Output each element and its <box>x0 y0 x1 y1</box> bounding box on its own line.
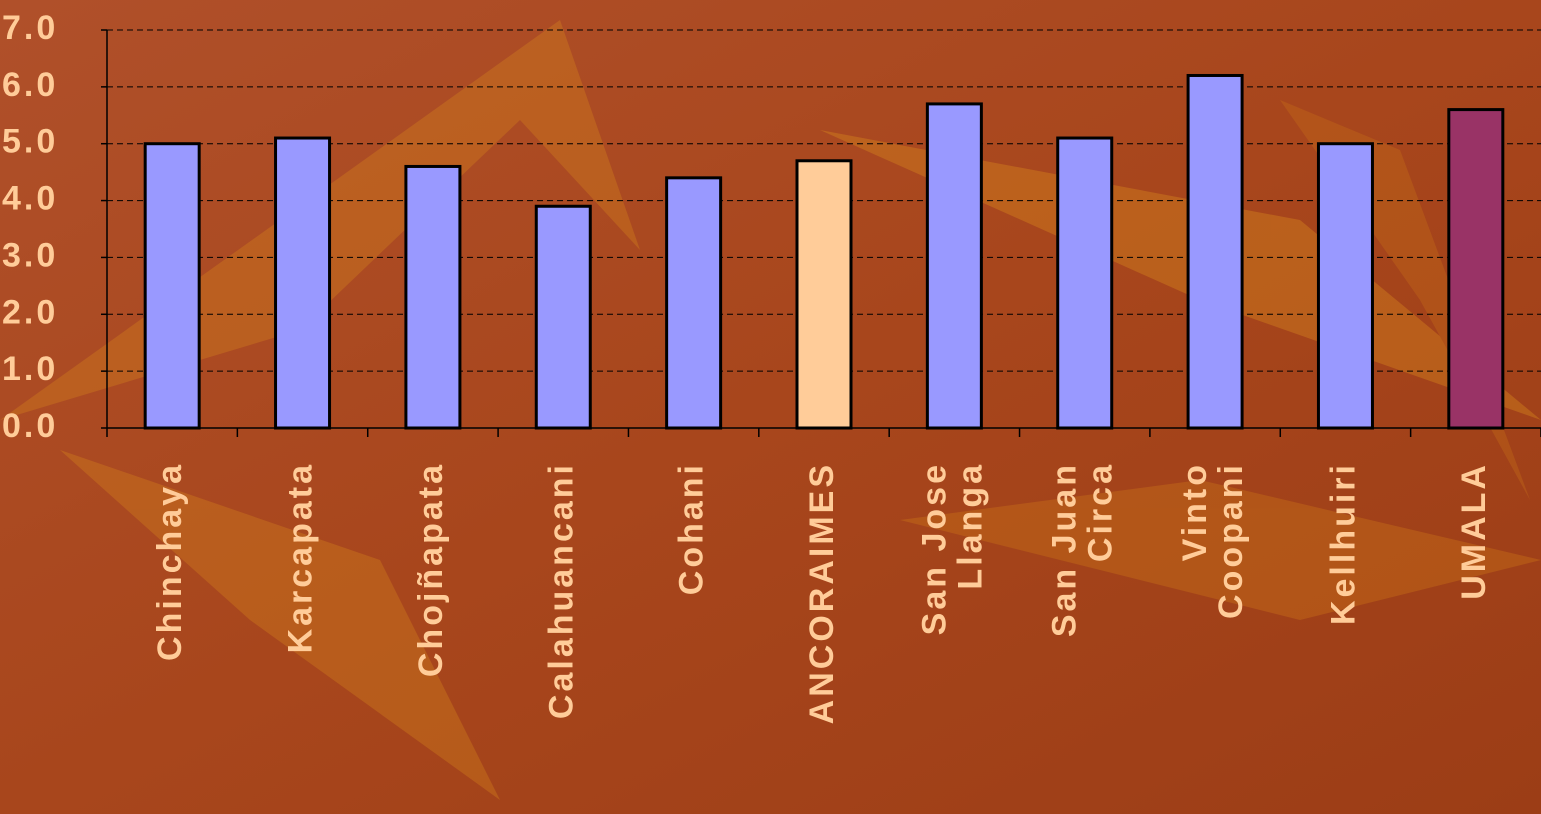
y-tick-label: 2.0 <box>2 293 58 331</box>
y-tick-label: 7.0 <box>2 9 58 47</box>
bar <box>1316 142 1374 430</box>
x-tick-label: San JuanCirca <box>1046 462 1120 637</box>
bar <box>143 142 201 430</box>
bar <box>534 204 592 430</box>
bar <box>1447 108 1505 430</box>
bar <box>795 159 853 430</box>
x-tick-label: Cohani <box>673 462 711 595</box>
x-tick-label: Karcapata <box>282 462 320 653</box>
bar <box>1186 73 1244 430</box>
x-tick-label: San JoseLlanga <box>915 462 989 635</box>
bar <box>274 136 332 430</box>
x-tick-label: VintoCoopani <box>1176 462 1250 619</box>
x-tick-label: Calahuancani <box>542 462 580 719</box>
y-tick-label: 0.0 <box>2 407 58 445</box>
x-tick-label: Chinchaya <box>151 462 189 661</box>
bar <box>925 102 983 430</box>
bar <box>665 176 723 430</box>
x-tick-label: ANCORAIMES <box>803 462 841 724</box>
y-tick-label: 3.0 <box>2 236 58 274</box>
y-tick-label: 6.0 <box>2 66 58 104</box>
x-tick-label: Kellhuiri <box>1324 462 1362 625</box>
y-tick-label: 5.0 <box>2 123 58 161</box>
bar <box>404 164 462 430</box>
y-tick-label: 1.0 <box>2 350 58 388</box>
y-tick-label: 4.0 <box>2 180 58 218</box>
x-tick-label: UMALA <box>1455 462 1493 600</box>
x-tick-label: Chojñapata <box>412 462 450 677</box>
bar <box>1056 136 1114 430</box>
